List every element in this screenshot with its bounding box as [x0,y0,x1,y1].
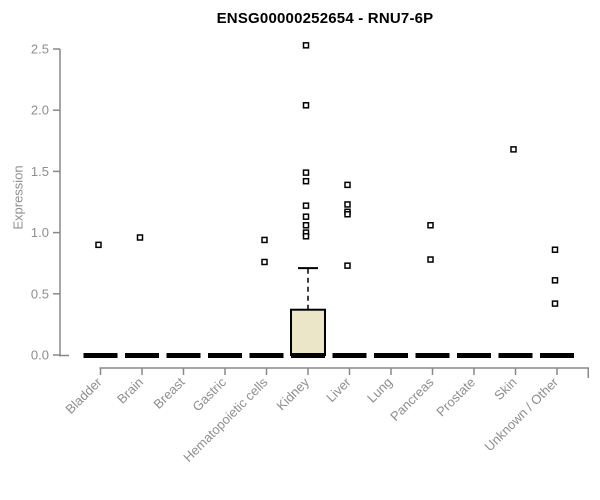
median-bar [166,353,201,358]
median-bar [498,353,533,358]
outlier-point [302,169,310,176]
outlier-point [427,222,434,229]
x-tick-label: Brain [114,375,146,407]
x-tick-label: Lung [364,375,395,406]
y-tick-label: 2.0 [31,103,49,118]
outlier-point [136,234,144,241]
box-rect [290,308,326,357]
outlier-point [302,177,310,185]
outlier-point [427,256,434,263]
outlier-point [344,181,351,189]
x-tick-label: Prostate [433,375,478,420]
outlier-point [261,258,268,266]
x-tick-label: Skin [491,375,519,403]
outlier-point [551,277,559,284]
outlier-point [302,102,310,109]
x-tick-label: Bladder [62,374,105,417]
outlier-point [344,262,351,269]
outlier-point [344,201,351,208]
y-tick-label: 1.5 [31,164,49,179]
outlier-point [302,202,310,209]
median-bar [374,353,408,358]
chart-title: ENSG00000252654 - RNU7-6P [216,10,434,27]
outlier-point [551,246,559,253]
x-tick-label: Kidney [273,374,312,413]
median-bar [415,353,450,358]
outlier-point [510,146,517,153]
outlier-point [302,213,310,220]
outlier-point [261,236,268,244]
x-tick-label: Pancreas [387,374,437,424]
x-tick-label: Gastric [189,374,229,414]
median-bar [540,353,574,358]
y-tick-label: 2.5 [31,42,49,57]
x-tick-label: Breast [150,374,187,411]
median-bar [457,353,491,358]
y-tick-label: 0.5 [31,286,49,301]
outlier-point [302,233,310,240]
median-bar [208,353,242,358]
outlier-point [551,300,559,307]
outlier-point [302,42,310,49]
y-tick-label: 1.0 [31,225,49,240]
y-tick-label: 0.0 [31,348,49,363]
median-bar [332,353,367,358]
outlier-point [95,241,102,249]
median-bar [291,353,325,358]
x-tick-label: Unknown / Other [482,374,562,454]
median-bar [83,353,118,358]
outlier-point [344,210,351,218]
x-tick-label: Liver [323,374,354,405]
outlier-point [302,222,310,229]
median-bar [249,353,284,358]
median-bar [125,353,159,358]
